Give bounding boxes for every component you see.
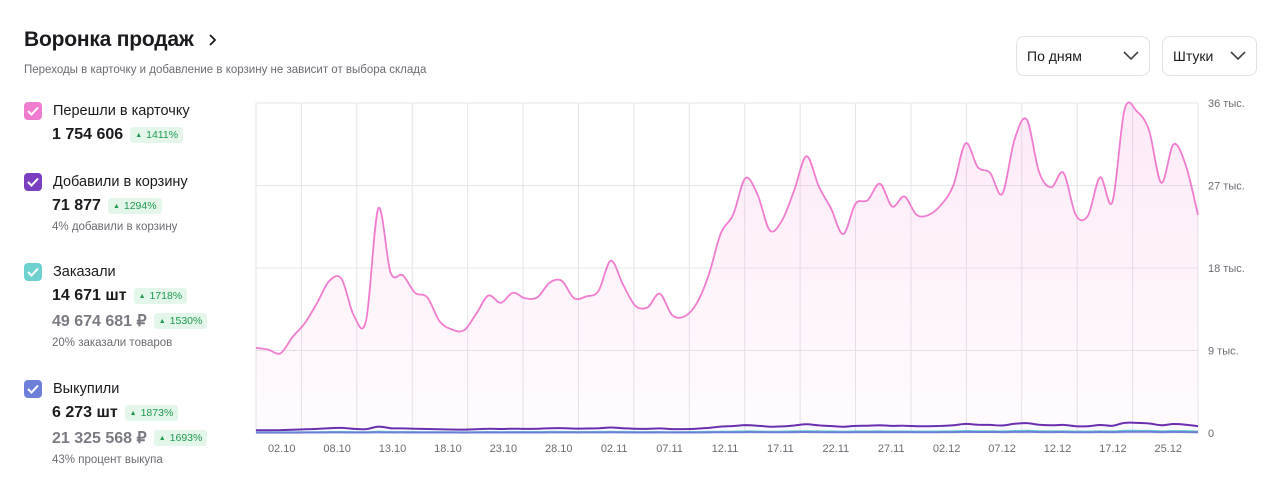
series-line-0 [255,101,1199,355]
metric-checkbox-orders[interactable] [24,263,42,281]
x-tick-label: 17.12 [1099,443,1127,455]
metric-value: 1 754 606 [52,126,124,143]
x-tick-label: 07.11 [656,443,683,455]
x-tick-label: 18.10 [434,443,462,455]
check-icon [27,177,39,187]
growth-badge: ▲ 1411% [130,127,184,143]
page-title: Воронка продаж [24,28,194,51]
metric-label: Выкупили [53,381,120,397]
y-tick-label: 9 тыс. [1208,346,1239,358]
x-tick-label: 23.10 [490,443,518,455]
x-tick-label: 13.10 [379,443,407,455]
growth-value: 1693% [169,432,203,444]
growth-value: 1718% [149,290,183,302]
y-tick-label: 36 тыс. [1208,98,1245,110]
x-tick-label: 12.11 [712,443,739,455]
arrow-up-icon: ▲ [135,131,143,139]
arrow-up-icon: ▲ [129,409,137,417]
growth-badge: ▲ 1294% [107,198,162,214]
growth-badge: ▲ 1693% [153,430,208,446]
x-tick-label: 22.11 [822,443,849,455]
check-icon [27,384,39,394]
arrow-up-icon: ▲ [158,434,166,442]
metric-value: 71 877 [52,197,101,214]
growth-badge: ▲ 1530% [153,313,208,329]
x-tick-label: 02.11 [601,443,628,455]
chart-series [255,101,1199,434]
metric-card-cart: Добавили в корзину 71 877 ▲ 1294% 4% доба… [24,173,188,233]
growth-value: 1294% [123,200,157,212]
metric-value: 14 671 шт [52,287,127,304]
page-subtitle: Переходы в карточку и добавление в корзи… [24,64,427,76]
metric-card-orders: Заказали 14 671 шт ▲ 1718% 49 674 681 ₽ ▲… [24,263,208,349]
metric-value-rub: 21 325 568 ₽ [52,430,147,447]
growth-value: 1873% [140,407,174,419]
x-tick-label: 07.12 [988,443,1016,455]
growth-badge: ▲ 1873% [124,405,179,421]
metric-note: 43% процент выкупа [52,454,163,466]
x-tick-label: 12.12 [1044,443,1072,455]
metric-checkbox-views[interactable] [24,102,42,120]
arrow-up-icon: ▲ [158,317,166,325]
metric-value: 6 273 шт [52,404,118,421]
arrow-up-icon: ▲ [112,202,120,210]
metric-label: Перешли в карточку [53,103,190,119]
metric-checkbox-cart[interactable] [24,173,42,191]
period-select[interactable]: По дням [1016,36,1150,76]
chevron-down-icon [1123,51,1139,61]
check-icon [27,267,39,277]
metric-card-views: Перешли в карточку 1 754 606 ▲ 1411% [24,102,190,144]
metric-note: 20% заказали товаров [52,337,173,349]
series-area-0 [256,102,1198,433]
chart-axis-labels: 0 9 тыс. 18 тыс. 27 тыс. 36 тыс. 02.10 08.10 13… [268,98,1245,455]
y-tick-label: 27 тыс. [1208,181,1245,193]
metric-value-rub: 49 674 681 ₽ [52,313,147,330]
check-icon [27,106,39,116]
x-tick-label: 08.10 [323,443,351,455]
series-line-1 [255,421,1199,432]
growth-badge: ▲ 1718% [133,288,188,304]
page-title-link[interactable]: Воронка продаж [24,28,220,52]
series-line-3 [256,430,1199,434]
x-tick-label: 25.12 [1155,443,1183,455]
growth-value: 1530% [169,315,203,327]
y-tick-label: 18 тыс. [1208,263,1245,275]
units-select[interactable]: Штуки [1162,36,1257,76]
period-select-value: По дням [1027,48,1082,64]
x-tick-label: 02.12 [933,443,961,455]
chevron-down-icon [1230,51,1246,61]
x-tick-label: 17.11 [767,443,794,455]
growth-value: 1411% [146,129,179,141]
metric-label: Заказали [53,264,116,280]
metric-card-buyouts: Выкупили 6 273 шт ▲ 1873% 21 325 568 ₽ ▲ 1… [24,380,208,466]
x-tick-label: 28.10 [545,443,573,455]
metric-note: 4% добавили в корзину [52,221,178,233]
x-tick-label: 02.10 [268,443,296,455]
arrow-up-icon: ▲ [138,292,146,300]
metric-checkbox-buyouts[interactable] [24,380,42,398]
metric-label: Добавили в корзину [53,174,188,190]
y-tick-label: 0 [1208,428,1214,440]
x-tick-label: 27.11 [878,443,905,455]
chevron-right-icon [208,34,216,46]
units-select-value: Штуки [1173,48,1214,64]
